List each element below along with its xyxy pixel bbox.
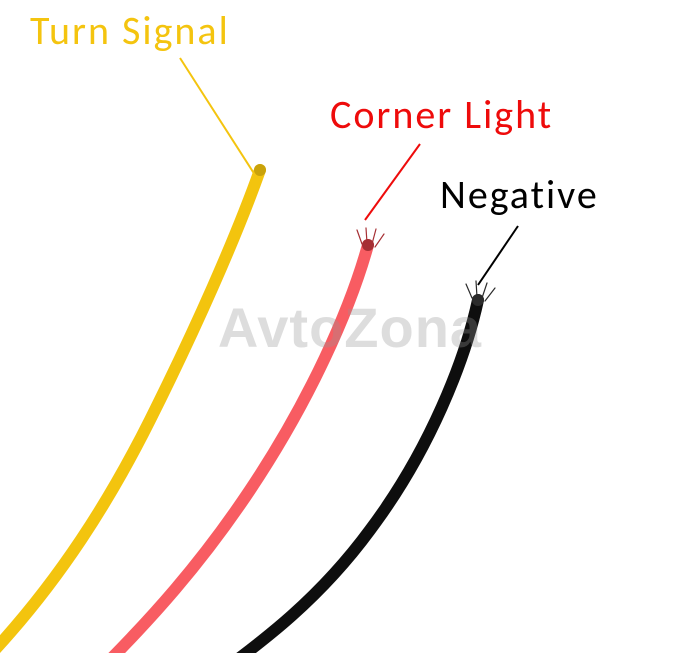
corner-light-pointer bbox=[365, 144, 420, 220]
negative-pointer bbox=[478, 226, 518, 285]
turn-signal-label: Turn Signal bbox=[30, 6, 230, 55]
black-wire bbox=[210, 281, 495, 653]
yellow-wire bbox=[0, 164, 266, 653]
negative-label: Negative bbox=[440, 170, 599, 219]
corner-light-label: Corner Light bbox=[330, 90, 553, 139]
wiring-diagram: Turn Signal Corner Light Negative AvtoZo… bbox=[0, 0, 700, 653]
turn-signal-pointer bbox=[180, 58, 255, 175]
